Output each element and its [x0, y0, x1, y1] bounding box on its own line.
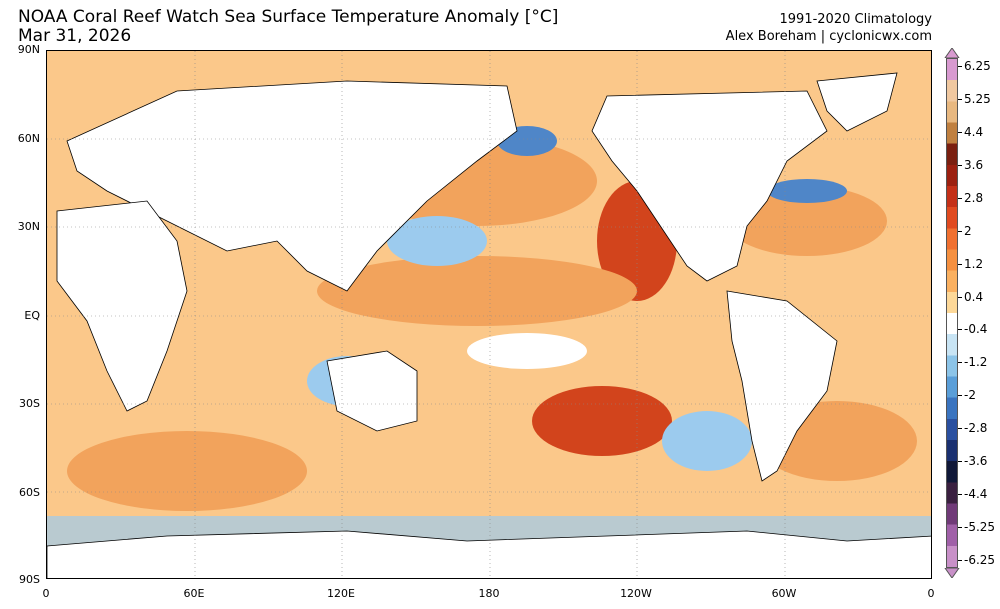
colorbar-tick	[958, 98, 962, 100]
colorbar-tick	[958, 66, 962, 67]
africa-land	[56, 200, 188, 412]
map-svg	[47, 51, 931, 578]
colorbar-label: -3.6	[964, 454, 988, 469]
southeast-pacific-cool	[662, 411, 752, 471]
lon-label-60e: 60E	[183, 587, 205, 600]
map-date: Mar 31, 2026	[18, 26, 132, 46]
colorbar-tick	[958, 461, 962, 463]
colorbar-label: 0.4	[964, 289, 984, 304]
lon-label-180: 180	[478, 587, 500, 600]
colorbar-tick	[958, 362, 962, 364]
lat-label-90s: 90S	[19, 573, 40, 586]
lon-label-120e: 120E	[327, 587, 355, 600]
lat-label-30s: 30S	[19, 397, 40, 410]
equatorial-pacific-warm	[317, 256, 637, 326]
colorbar-label: -2	[964, 388, 976, 403]
lat-label-60s: 60S	[19, 486, 40, 499]
colorbar-label: 2	[964, 223, 972, 238]
colorbar-tick	[958, 428, 962, 430]
colorbar-tick	[958, 527, 962, 529]
colorbar-label: 3.6	[964, 157, 984, 172]
credit-block: 1991-2020 Climatology Alex Boreham | cyc…	[726, 11, 932, 45]
lon-label-0-right: 0	[927, 587, 935, 600]
colorbar-tick	[958, 230, 962, 232]
colorbar-label: 4.4	[964, 124, 984, 139]
colorbar-tick	[958, 560, 962, 561]
greenland-land	[816, 72, 898, 132]
lat-label-30n: 30N	[17, 220, 40, 233]
colorbar-label: -4.4	[964, 487, 988, 502]
lon-label-120w: 120W	[620, 587, 652, 600]
north-atlantic-warm	[727, 186, 887, 256]
australia-land	[326, 350, 418, 432]
lon-label-0-left: 0	[42, 587, 50, 600]
kuroshio-cool	[387, 216, 487, 266]
antarctica-land	[47, 530, 931, 578]
colorbar-label: 6.25	[964, 59, 991, 73]
map-title: NOAA Coral Reef Watch Sea Surface Temper…	[18, 7, 559, 27]
labrador-cold	[767, 179, 847, 203]
colorbar-label: -5.25	[964, 520, 996, 535]
colorbar-label: -6.25	[964, 553, 996, 567]
graticule	[47, 51, 931, 578]
colorbar-label: 1.2	[964, 256, 984, 271]
colorbar-label: -2.8	[964, 421, 988, 436]
central-pacific-neutral	[467, 333, 587, 369]
colorbar-bottom-arrow	[944, 568, 960, 578]
southern-indian-warm	[67, 431, 307, 511]
south-america-land	[726, 290, 838, 482]
colorbar	[946, 58, 958, 568]
sst-anomaly-map	[46, 50, 932, 579]
colorbar-tick	[958, 494, 962, 496]
climatology-label: 1991-2020 Climatology	[779, 12, 932, 27]
colorbar-label: 2.8	[964, 190, 984, 205]
lon-label-60w: 60W	[771, 587, 797, 600]
colorbar-tick	[958, 296, 962, 298]
title-block: NOAA Coral Reef Watch Sea Surface Temper…	[18, 8, 558, 46]
lat-label-60n: 60N	[17, 132, 40, 145]
south-pacific-hot	[532, 386, 672, 456]
colorbar-tick	[958, 263, 962, 265]
north-america-land	[591, 90, 828, 282]
colorbar-tick	[958, 131, 962, 133]
lat-label-90n: 90N	[17, 43, 40, 56]
colorbar-label: -0.4	[964, 322, 988, 337]
colorbar-tick	[958, 197, 962, 199]
colorbar-tick	[958, 164, 962, 166]
colorbar-top-arrow	[944, 48, 960, 58]
colorbar-tick	[958, 395, 962, 397]
credit-label: Alex Boreham | cyclonicwx.com	[725, 29, 932, 44]
colorbar-tick	[958, 329, 962, 331]
lat-label-eq: EQ	[24, 309, 40, 322]
colorbar-label: -1.2	[964, 355, 988, 370]
colorbar-label: 5.25	[964, 91, 991, 106]
